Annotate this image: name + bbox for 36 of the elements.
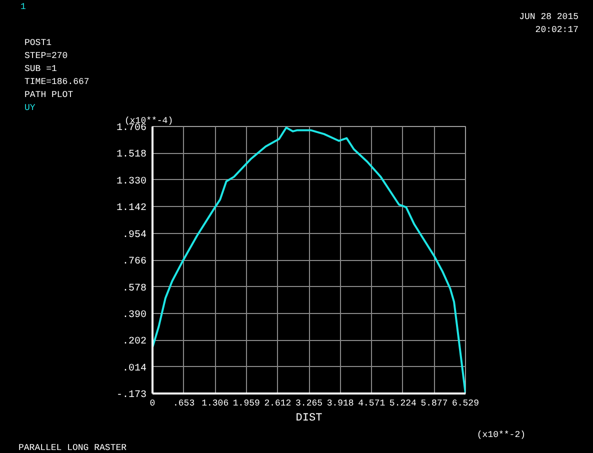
x-tick-label: 1.306 xyxy=(202,398,229,408)
text: 20:02:17 xyxy=(535,25,579,35)
y-tick-label: -.173 xyxy=(116,390,147,401)
x-tick-label: 1.959 xyxy=(232,398,260,408)
x-tick-label: 3.265 xyxy=(296,398,323,408)
x-tick-label: 4.571 xyxy=(358,398,386,408)
y-tick-label: .766 xyxy=(122,256,147,268)
y-tick-label: 1.518 xyxy=(116,150,147,161)
y-tick-label: .014 xyxy=(122,363,147,374)
y-tick-label: .390 xyxy=(122,310,147,321)
x-tick-label: 3.918 xyxy=(326,398,354,408)
text: PATH PLOT xyxy=(24,90,74,100)
x-tick-label: 5.224 xyxy=(389,398,416,408)
y-tick-label: 1.706 xyxy=(116,123,147,134)
y-tick-label: .954 xyxy=(122,230,147,241)
text: TIME=186.667 xyxy=(24,77,90,87)
text: POST1 xyxy=(24,38,52,48)
y-tick-label: .578 xyxy=(122,283,147,294)
line-series xyxy=(152,126,466,394)
text: (x10**-2) xyxy=(476,430,526,440)
x-tick-label: 0 xyxy=(150,398,156,408)
x-axis-title: DIST xyxy=(296,412,323,424)
text: 1 xyxy=(20,2,26,12)
text: JUN 28 2015 xyxy=(519,12,579,22)
x-tick-label: 6.529 xyxy=(452,398,480,408)
x-tick-label: .653 xyxy=(173,398,195,408)
text: UY xyxy=(24,103,36,113)
y-tick-label: .202 xyxy=(122,336,147,348)
text: SUB =1 xyxy=(24,64,57,74)
y-tick-label: 1.142 xyxy=(116,203,147,214)
text: PARALLEL LONG RASTER xyxy=(18,443,128,453)
x-tick-label: 5.877 xyxy=(420,398,448,408)
y-axis-title: (x10**-4) xyxy=(124,116,174,126)
x-tick-label: 2.612 xyxy=(264,398,292,408)
text: STEP=270 xyxy=(24,51,68,61)
y-tick-label: 1.330 xyxy=(116,176,147,188)
